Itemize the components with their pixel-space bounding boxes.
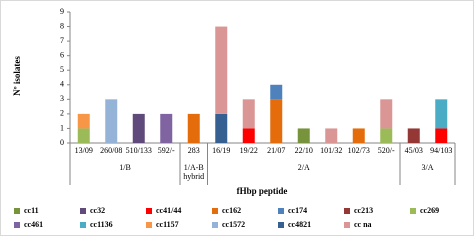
bar-segment: [215, 26, 228, 114]
bar-segment: [270, 99, 283, 143]
y-tick-label: 4: [60, 80, 64, 89]
x-tick-label: 102/73: [348, 146, 370, 155]
y-tick-label: 2: [60, 109, 64, 118]
x-tick-label: 94/103: [430, 146, 452, 155]
bar-segment: [435, 99, 448, 129]
legend-label: cc1136: [90, 220, 113, 229]
group-label: 2/A: [297, 163, 310, 172]
y-tick-label: 6: [60, 50, 64, 59]
legend-swatch: [278, 222, 284, 228]
legend-swatch: [80, 222, 86, 228]
bar-segment: [297, 128, 310, 143]
legend-label: cc4821: [288, 220, 311, 229]
legend-label: cc213: [354, 206, 373, 215]
legend-swatch: [278, 208, 284, 214]
bar-segment: [187, 113, 200, 143]
bar-segment: [380, 128, 393, 143]
bar-segment: [242, 99, 255, 129]
bar-segment: [215, 113, 228, 143]
x-axis-title: fHbp peptide: [237, 186, 288, 196]
legend-label: cc269: [420, 206, 439, 215]
x-tick-label: 592/-: [158, 146, 175, 155]
y-axis-title: Nº isolates: [12, 56, 22, 96]
legend-label: cc1157: [156, 220, 179, 229]
legend-swatch: [146, 208, 152, 214]
legend-swatch: [212, 208, 218, 214]
bar-segment: [132, 113, 145, 143]
y-tick-label: 5: [60, 65, 64, 74]
legend-label: cc174: [288, 206, 307, 215]
y-tick-label: 1: [60, 123, 64, 132]
bar-segment: [407, 128, 420, 143]
x-tick-label: 260/08: [100, 146, 122, 155]
bar-segment: [105, 99, 118, 143]
y-tick-label: 8: [60, 21, 64, 30]
bar-segment: [242, 128, 255, 143]
legend-label: cc32: [90, 206, 105, 215]
group-label: 1/B: [119, 163, 131, 172]
legend-label: cc11: [24, 206, 39, 215]
x-tick-label: 510/133: [126, 146, 152, 155]
bar-segment: [77, 128, 90, 143]
bar-segment: [270, 84, 283, 100]
x-tick-label: 283: [188, 146, 200, 155]
legend-swatch: [14, 222, 20, 228]
x-tick-label: 45/03: [405, 146, 423, 155]
legend-label: cc41/44: [156, 206, 181, 215]
legend-swatch: [14, 208, 20, 214]
legend-label: cc162: [222, 206, 241, 215]
legend-swatch: [410, 208, 416, 214]
y-tick-label: 9: [60, 7, 64, 16]
x-tick-label: 520/-: [378, 146, 395, 155]
legend-swatch: [344, 222, 350, 228]
bar-segment: [380, 99, 393, 129]
legend-label: cc1572: [222, 220, 245, 229]
legend-label: cc461: [24, 220, 43, 229]
x-tick-label: 13/09: [75, 146, 93, 155]
legend-swatch: [146, 222, 152, 228]
bar-segment: [325, 128, 338, 143]
y-tick-label: 0: [60, 138, 64, 147]
x-tick-label: 21/07: [267, 146, 285, 155]
x-tick-label: 22/10: [295, 146, 313, 155]
legend-label: cc na: [354, 220, 372, 229]
y-tick-label: 3: [60, 94, 64, 103]
x-tick-label: 16/19: [212, 146, 230, 155]
bar-segment: [435, 128, 448, 143]
y-tick-label: 7: [60, 36, 64, 45]
bar-segment: [352, 128, 365, 143]
bar-segment: [77, 113, 90, 129]
legend-swatch: [344, 208, 350, 214]
group-label: 1/A-B hybrid: [183, 163, 205, 181]
group-label: 3/A: [421, 163, 434, 172]
x-tick-label: 19/22: [240, 146, 258, 155]
legend-swatch: [212, 222, 218, 228]
x-tick-label: 101/32: [320, 146, 342, 155]
bar-segment: [160, 113, 173, 143]
legend-swatch: [80, 208, 86, 214]
